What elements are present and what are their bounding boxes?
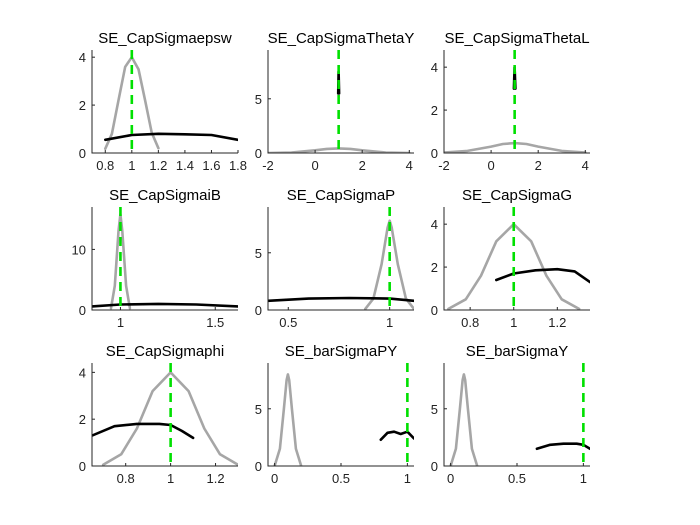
y-tick-label: 0 — [79, 146, 86, 161]
x-tick-label: 0 — [447, 471, 454, 486]
subplot-title: SE_barSigmaPY — [285, 343, 398, 360]
x-tick-label: 2 — [535, 158, 542, 173]
x-tick-label: 1 — [580, 471, 587, 486]
subplot-title: SE_CapSigmaiB — [109, 187, 221, 204]
x-tick-label: 1.2 — [206, 471, 224, 486]
y-tick-label: 2 — [79, 412, 86, 427]
posterior-density-line — [104, 132, 238, 142]
posterior-density-line — [379, 430, 414, 442]
x-tick-label: 0.8 — [96, 158, 114, 173]
x-tick-label: 1.6 — [202, 158, 220, 173]
x-tick-label: 4 — [582, 158, 589, 173]
y-tick-label: 0 — [255, 459, 262, 474]
subplot-8: SE_barSigmaPY 0 0.5 1 0 5 — [255, 343, 414, 486]
y-tick-label: 2 — [431, 103, 438, 118]
subplot-title: SE_CapSigmaG — [462, 187, 572, 204]
y-tick-label: 2 — [431, 260, 438, 275]
x-tick-label: 1.2 — [149, 158, 167, 173]
x-tick-label: 0.5 — [508, 471, 526, 486]
subplot-6: SE_CapSigmaG 0.8 1 1.2 0 2 4 — [431, 187, 590, 330]
x-tick-label: 1 — [128, 158, 135, 173]
y-tick-label: 0 — [79, 303, 86, 318]
prior-density-line — [268, 147, 411, 153]
prior-density-line — [447, 222, 581, 310]
x-tick-label: 0.8 — [117, 471, 135, 486]
y-tick-label: 5 — [255, 246, 262, 261]
y-tick-label: 4 — [431, 60, 438, 75]
subplot-4: SE_CapSigmaiB 1 1.5 0 10 — [72, 187, 238, 330]
subplot-title: SE_CapSigmaThetaL — [444, 30, 589, 47]
y-tick-label: 0 — [255, 146, 262, 161]
x-tick-label: 1.8 — [229, 158, 247, 173]
x-tick-label: 0 — [487, 158, 494, 173]
x-tick-label: 1 — [167, 471, 174, 486]
x-tick-label: 1 — [510, 315, 517, 330]
prior-density-line — [449, 373, 479, 466]
y-tick-label: 5 — [255, 92, 262, 107]
posterior-density-line — [268, 296, 414, 303]
y-tick-label: 2 — [79, 98, 86, 113]
subplot-1: SE_CapSigmaepsw 0.8 1 1.2 1.4 1.6 1.8 0 2 4 — [79, 30, 247, 173]
subplot-5: SE_CapSigmaP 0.5 1 0 5 — [255, 187, 414, 330]
axes — [443, 50, 590, 154]
y-tick-label: 0 — [431, 459, 438, 474]
subplot-2: SE_CapSigmaThetaY-2 0 2 405 — [255, 30, 415, 173]
x-tick-label: 0 — [311, 158, 318, 173]
posterior-density-line — [494, 267, 590, 284]
y-tick-label: 4 — [79, 365, 86, 380]
subplot-title: SE_CapSigmaepsw — [98, 30, 232, 47]
x-tick-label: 4 — [406, 158, 413, 173]
axes — [443, 207, 590, 311]
y-tick-label: 10 — [72, 242, 86, 257]
x-tick-label: 2 — [359, 158, 366, 173]
subplot-title: SE_barSigmaY — [466, 343, 569, 360]
x-tick-label: 0.5 — [279, 315, 297, 330]
x-tick-label: 0.5 — [332, 471, 350, 486]
y-tick-label: 5 — [431, 402, 438, 417]
prior-density-line — [273, 373, 303, 466]
y-tick-label: 0 — [431, 303, 438, 318]
subplot-title: SE_CapSigmaP — [287, 187, 395, 204]
subplot-7: SE_CapSigmaphi 0.8 1 1.2 0 2 4 — [79, 343, 238, 486]
prior-density-line — [363, 219, 414, 310]
posterior-density-line — [92, 302, 238, 308]
x-tick-label: 1 — [404, 471, 411, 486]
axes — [267, 50, 414, 154]
x-tick-label: 1.4 — [176, 158, 194, 173]
x-tick-label: 0.8 — [461, 315, 479, 330]
y-tick-label: 4 — [79, 50, 86, 65]
y-tick-label: 0 — [431, 146, 438, 161]
prior-density-line — [101, 371, 238, 466]
x-tick-label: 1 — [386, 315, 393, 330]
y-tick-label: 0 — [255, 303, 262, 318]
subplot-title: SE_CapSigmaThetaY — [268, 30, 415, 47]
posterior-density-line — [535, 442, 590, 451]
y-tick-label: 0 — [79, 459, 86, 474]
subplot-9: SE_barSigmaY 0 0.5 1 0 5 — [431, 343, 590, 486]
y-tick-label: 4 — [431, 217, 438, 232]
x-tick-label: 0 — [271, 471, 278, 486]
subplot-title: SE_CapSigmaphi — [106, 343, 224, 360]
x-tick-label: 1.2 — [548, 315, 566, 330]
x-tick-label: 1 — [117, 315, 124, 330]
axes — [267, 207, 414, 311]
posterior-density-line — [92, 422, 195, 440]
x-tick-label: 1.5 — [206, 315, 224, 330]
y-tick-label: 5 — [255, 402, 262, 417]
x-tick-label: -2 — [438, 158, 450, 173]
x-tick-label: -2 — [262, 158, 274, 173]
